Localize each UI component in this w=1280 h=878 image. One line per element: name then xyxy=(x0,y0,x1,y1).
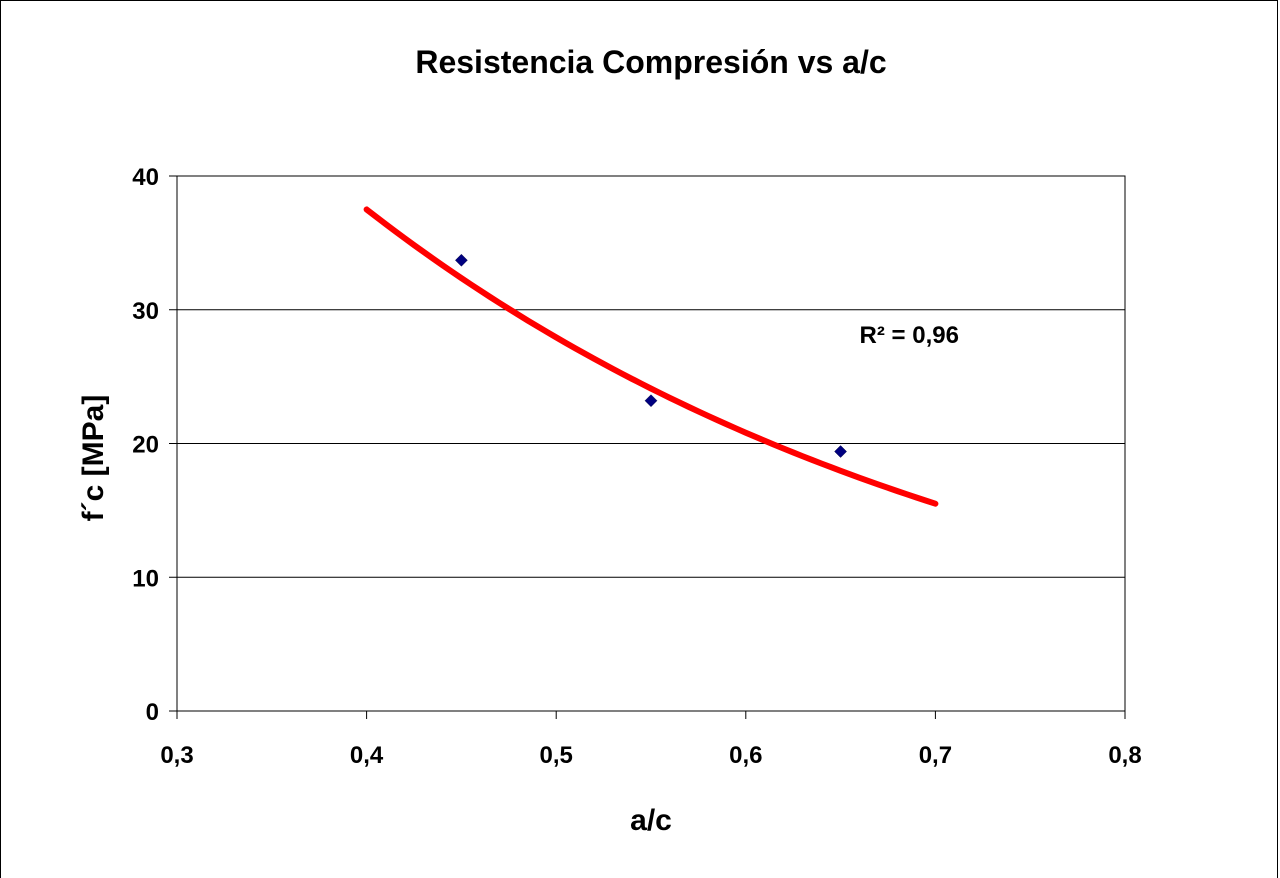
y-axis-ticks: 0 10 20 30 40 xyxy=(132,164,177,726)
data-point xyxy=(644,394,658,408)
grid xyxy=(177,309,1125,578)
r-squared-annotation: R² = 0,96 xyxy=(860,322,959,349)
data-point xyxy=(834,445,847,458)
y-tick-label: 0 xyxy=(146,699,159,726)
y-axis-label: f´c [MPa] xyxy=(77,395,110,522)
x-axis-ticks: 0,3 0,4 0,5 0,6 0,7 0,8 xyxy=(160,711,1142,769)
trendline-series xyxy=(363,206,939,507)
data-point xyxy=(455,253,468,267)
x-tick-label: 0,8 xyxy=(1108,742,1141,769)
y-tick-label: 20 xyxy=(132,432,159,459)
x-tick-label: 0,4 xyxy=(350,742,384,769)
trendline xyxy=(363,206,939,507)
x-tick-label: 0,7 xyxy=(919,742,952,769)
plot-area: 0,3 0,4 0,5 0,6 0,7 0,8 0 10 20 30 40 xyxy=(132,164,1141,769)
x-axis-label: a/c xyxy=(630,804,672,837)
x-tick-label: 0,6 xyxy=(729,742,762,769)
y-tick-label: 40 xyxy=(132,164,159,191)
y-tick-label: 30 xyxy=(132,298,159,325)
x-tick-label: 0,5 xyxy=(540,742,573,769)
scatter-series xyxy=(455,253,847,458)
y-tick-label: 10 xyxy=(132,565,159,592)
chart-title: Resistencia Compresión vs a/c xyxy=(415,44,886,80)
x-tick-label: 0,3 xyxy=(160,742,193,769)
